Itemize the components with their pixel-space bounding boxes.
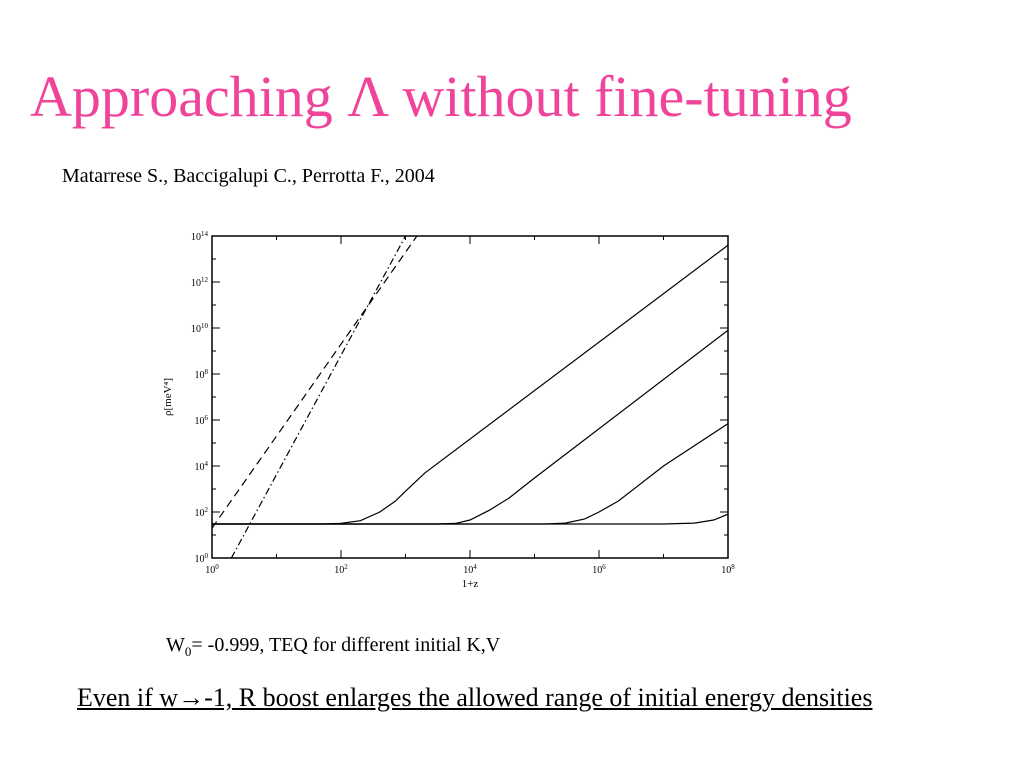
series-line-3-solid bbox=[212, 244, 728, 525]
x-axis-label: 1+z bbox=[462, 578, 479, 590]
series-line-4-solid bbox=[212, 329, 728, 525]
citation-text: Matarrese S., Baccigalupi C., Perrotta F… bbox=[62, 165, 435, 187]
x-tick-label: 108 bbox=[721, 563, 735, 576]
caption-text: = -0.999, TEQ for different initial K,V bbox=[191, 634, 501, 656]
y-tick-label: 1012 bbox=[191, 276, 209, 289]
y-tick-label: 1014 bbox=[191, 230, 209, 243]
y-tick-label: 108 bbox=[195, 368, 209, 381]
series-line-6-solid bbox=[212, 513, 728, 525]
y-tick-label: 102 bbox=[195, 506, 209, 519]
x-tick-label: 104 bbox=[463, 563, 477, 576]
y-tick-label: 106 bbox=[195, 414, 209, 427]
x-tick-label: 100 bbox=[205, 563, 219, 576]
slide-title: Approaching Λ without fine-tuning bbox=[30, 64, 852, 129]
plot-frame bbox=[211, 235, 729, 559]
caption-w-subscript: 0 bbox=[184, 644, 192, 659]
series-line-2-dashdot bbox=[230, 236, 407, 558]
caption-w-symbol: W bbox=[166, 634, 185, 656]
y-tick-label: 104 bbox=[195, 460, 209, 473]
x-tick-label: 106 bbox=[592, 563, 606, 576]
y-tick-label: 1010 bbox=[191, 322, 209, 335]
series-line-1-dashed bbox=[212, 236, 418, 529]
y-tick-label: 100 bbox=[195, 552, 209, 565]
density-evolution-plot: 100 102 104 106 108 100 102 104 106 108 1010 1012 10… bbox=[162, 230, 735, 590]
y-axis-label: ρ[meV⁴] bbox=[162, 378, 174, 416]
x-tick-label: 102 bbox=[334, 563, 348, 576]
figure-caption: W0= -0.999, TEQ for different initial K,… bbox=[166, 634, 500, 660]
conclusion-text: Even if w→-1, R boost enlarges the allow… bbox=[77, 683, 873, 712]
